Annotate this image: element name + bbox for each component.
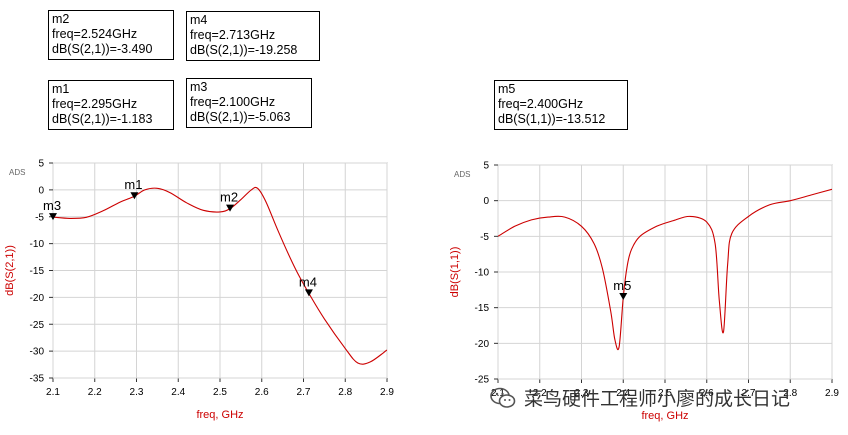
marker-readout-m5[interactable]: m5 freq=2.400GHz dB(S(1,1))=-13.512	[494, 80, 628, 130]
x-tick-label: 2.9	[825, 388, 839, 399]
marker-freq: freq=2.713GHz	[190, 28, 276, 42]
y-tick-label: -15	[30, 266, 45, 277]
y-tick-label: -15	[475, 303, 490, 314]
y-tick-label: -5	[480, 232, 489, 243]
y-axis-label: dB(S(2,1))	[4, 245, 16, 296]
marker-value: dB(S(2,1))=-3.490	[52, 42, 153, 56]
marker-label: m3	[43, 198, 61, 213]
x-tick-label: 2.5	[658, 388, 672, 399]
marker-value: dB(S(1,1))=-13.512	[498, 112, 606, 126]
marker-value: dB(S(2,1))=-1.183	[52, 112, 153, 126]
series-line	[498, 188, 832, 351]
x-tick-label: 2.2	[533, 388, 547, 399]
marker-m2	[226, 204, 235, 212]
marker-name: m5	[498, 82, 516, 96]
marker-m3	[49, 213, 57, 221]
ads-tag: ADS	[9, 168, 25, 177]
x-tick-label: 2.6	[700, 388, 714, 399]
x-axis-label: freq, GHz	[641, 410, 688, 422]
marker-readout-m1[interactable]: m1 freq=2.295GHz dB(S(2,1))=-1.183	[48, 80, 174, 130]
y-tick-label: -30	[30, 347, 45, 358]
y-tick-label: -20	[30, 293, 45, 304]
y-tick-label: -25	[30, 320, 45, 331]
y-axis-label: dB(S(1,1))	[449, 247, 461, 298]
wechat-icon	[490, 387, 516, 409]
x-tick-label: 2.1	[491, 388, 505, 399]
watermark: 菜鸟硬件工程师小廖的成长日记	[490, 384, 790, 411]
marker-freq: freq=2.524GHz	[52, 27, 138, 41]
y-tick-label: -10	[475, 268, 490, 279]
x-tick-label: 2.4	[616, 388, 630, 399]
y-tick-label: -20	[475, 339, 490, 350]
x-tick-label: 2.8	[783, 388, 797, 399]
marker-value: dB(S(2,1))=-19.258	[190, 43, 298, 57]
x-tick-label: 2.2	[88, 387, 102, 398]
marker-readout-m4[interactable]: m4 freq=2.713GHz dB(S(2,1))=-19.258	[186, 11, 320, 61]
marker-name: m2	[52, 12, 70, 26]
x-tick-label: 2.9	[380, 387, 394, 398]
watermark-text: 菜鸟硬件工程师小廖的成长日记	[524, 388, 791, 410]
marker-m4	[304, 289, 313, 297]
y-tick-label: 0	[483, 196, 489, 207]
marker-m5	[619, 293, 628, 301]
x-tick-label: 2.5	[213, 387, 227, 398]
x-tick-label: 2.7	[297, 387, 311, 398]
x-tick-label: 2.8	[338, 387, 352, 398]
marker-label: m4	[299, 274, 317, 289]
marker-name: m4	[190, 13, 208, 27]
marker-label: m1	[124, 177, 142, 192]
x-tick-label: 2.7	[742, 388, 756, 399]
marker-value: dB(S(2,1))=-5.063	[190, 110, 291, 124]
marker-freq: freq=2.100GHz	[190, 95, 276, 109]
y-tick-label: -35	[30, 374, 45, 385]
marker-label: m5	[613, 278, 631, 293]
x-tick-label: 2.4	[171, 387, 185, 398]
chart-1: 2.1 2.2 2.3 2.4 2.5 2.6 2.7 2.8 2.9 5 0 -5 -10 -15 -20…	[4, 159, 394, 422]
marker-freq: freq=2.400GHz	[498, 97, 584, 111]
x-tick-label: 2.3	[575, 388, 589, 399]
marker-name: m3	[190, 80, 208, 94]
y-tick-label: 0	[38, 185, 44, 196]
marker-label: m2	[220, 190, 238, 205]
y-tick-label: -5	[35, 212, 44, 223]
x-tick-label: 2.1	[46, 387, 60, 398]
marker-readout-m3[interactable]: m3 freq=2.100GHz dB(S(2,1))=-5.063	[186, 78, 312, 128]
x-tick-label: 2.6	[255, 387, 269, 398]
chart-2: 2.1 2.2 2.3 2.4 2.5 2.6 2.7 2.8 2.9 5 0 -5 -10 -15 -20…	[449, 161, 839, 423]
x-axis-label: freq, GHz	[196, 409, 243, 421]
marker-readout-m2[interactable]: m2 freq=2.524GHz dB(S(2,1))=-3.490	[48, 10, 174, 60]
marker-freq: freq=2.295GHz	[52, 97, 138, 111]
y-tick-label: 5	[38, 159, 44, 170]
x-tick-label: 2.3	[130, 387, 144, 398]
y-tick-label: 5	[483, 161, 489, 172]
marker-name: m1	[52, 82, 70, 96]
marker-m1	[130, 192, 139, 200]
y-tick-label: -10	[30, 239, 45, 250]
ads-tag: ADS	[454, 170, 470, 179]
y-tick-label: -25	[475, 375, 490, 386]
